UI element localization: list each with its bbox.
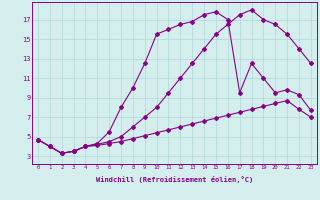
X-axis label: Windchill (Refroidissement éolien,°C): Windchill (Refroidissement éolien,°C) [96,176,253,183]
